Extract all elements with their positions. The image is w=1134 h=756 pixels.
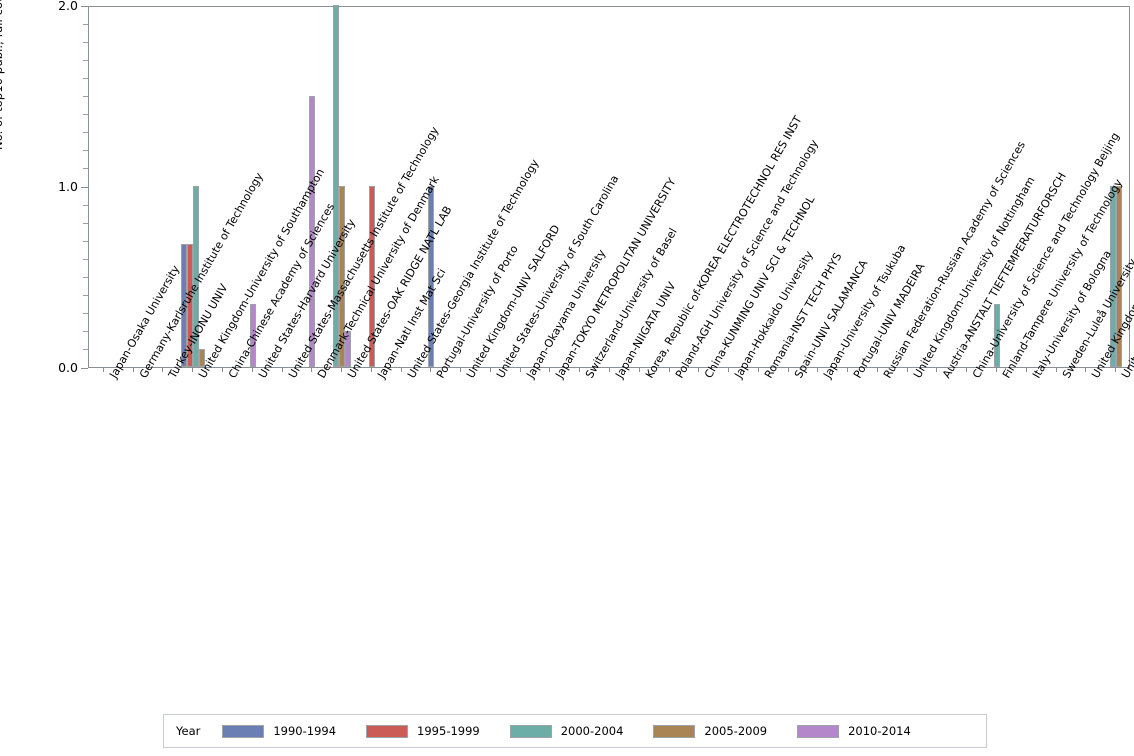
y-tick-minor: [83, 150, 88, 152]
legend-title: Year: [176, 724, 201, 738]
y-tick-minor: [83, 132, 88, 134]
x-tick: [668, 368, 670, 372]
x-tick: [817, 368, 819, 372]
x-tick: [876, 368, 878, 372]
x-tick: [1025, 368, 1027, 372]
x-tick: [996, 368, 998, 372]
y-tick-minor: [83, 59, 88, 61]
y-tick-minor: [83, 23, 88, 25]
x-tick: [728, 368, 730, 372]
x-tick: [370, 368, 372, 372]
bar: [249, 303, 256, 367]
y-tick-minor: [83, 222, 88, 224]
legend-swatch: [653, 724, 696, 738]
legend-items: 1990-1994 1995-1999 2000-2004 2005-2009 2010…: [222, 724, 940, 738]
x-tick: [281, 368, 283, 372]
x-tick: [221, 368, 223, 372]
bar: [994, 303, 1001, 367]
bar: [345, 330, 352, 367]
x-tick: [341, 368, 343, 372]
y-tick-minor: [83, 114, 88, 116]
y-tick-major: [81, 367, 88, 369]
y-tick-major: [81, 5, 88, 7]
bar: [187, 243, 194, 367]
x-tick: [936, 368, 938, 372]
y-tick-minor: [83, 349, 88, 351]
legend-item[interactable]: 2010-2014: [797, 724, 911, 738]
bar: [333, 5, 340, 367]
y-tick-minor: [83, 240, 88, 242]
x-tick: [1085, 368, 1087, 372]
x-tick: [549, 368, 551, 372]
bar: [1116, 186, 1123, 367]
y-axis-title: No. of top10 publ., full counts: [0, 0, 5, 150]
legend-label: 2005-2009: [704, 724, 768, 738]
y-tick-minor: [83, 331, 88, 333]
y-tick-label: 1.0: [58, 179, 78, 194]
bar: [309, 95, 316, 367]
x-tick: [1055, 368, 1057, 372]
legend-label: 2010-2014: [848, 724, 911, 738]
y-tick-label: 0.0: [58, 360, 78, 375]
y-tick-label: 2.0: [58, 0, 78, 13]
x-tick: [579, 368, 581, 372]
legend-item[interactable]: 1995-1999: [366, 724, 480, 738]
y-tick-major: [81, 186, 88, 188]
plot-area: [88, 5, 1130, 368]
chart-legend: Year 1990-1994 1995-1999 2000-2004 2005-200…: [163, 714, 987, 748]
x-tick: [787, 368, 789, 372]
x-tick: [132, 368, 134, 372]
legend-swatch: [797, 724, 840, 738]
bar: [339, 186, 346, 367]
x-tick: [400, 368, 402, 372]
y-tick-minor: [83, 258, 88, 260]
legend-label: 2000-2004: [560, 724, 624, 738]
legend-item[interactable]: 2000-2004: [509, 724, 624, 738]
legend-label: 1995-1999: [417, 724, 480, 738]
bar: [199, 348, 206, 367]
legend-item[interactable]: 2005-2009: [653, 724, 767, 738]
x-tick: [609, 368, 610, 372]
x-tick: [906, 368, 908, 372]
y-tick-minor: [83, 77, 88, 79]
x-tick: [519, 368, 521, 372]
x-tick: [638, 368, 640, 372]
bar: [193, 186, 200, 367]
y-tick-minor: [83, 204, 88, 206]
x-tick: [966, 368, 968, 372]
x-tick: [192, 368, 194, 372]
bar: [428, 186, 435, 367]
x-tick: [698, 368, 700, 372]
y-tick-minor: [83, 295, 88, 297]
x-tick: [489, 368, 491, 372]
y-tick-minor: [83, 168, 88, 170]
bar: [1110, 186, 1117, 367]
x-tick: [102, 368, 104, 372]
legend-swatch: [509, 724, 552, 738]
y-tick-minor: [83, 313, 88, 315]
x-tick: [251, 368, 253, 372]
x-tick: [311, 368, 313, 372]
x-tick: [1115, 368, 1117, 372]
y-tick-minor: [83, 41, 88, 43]
bar: [368, 186, 375, 367]
legend-label: 1990-1994: [273, 724, 337, 738]
x-tick: [162, 368, 164, 372]
bar: [181, 243, 188, 367]
x-tick: [430, 368, 432, 372]
legend-swatch: [222, 724, 265, 738]
x-tick: [460, 368, 462, 372]
legend-item[interactable]: 1990-1994: [222, 724, 336, 738]
x-tick: [847, 368, 849, 372]
legend-swatch: [366, 724, 409, 738]
x-tick: [757, 368, 759, 372]
y-tick-minor: [83, 277, 88, 278]
y-tick-minor: [83, 96, 88, 97]
